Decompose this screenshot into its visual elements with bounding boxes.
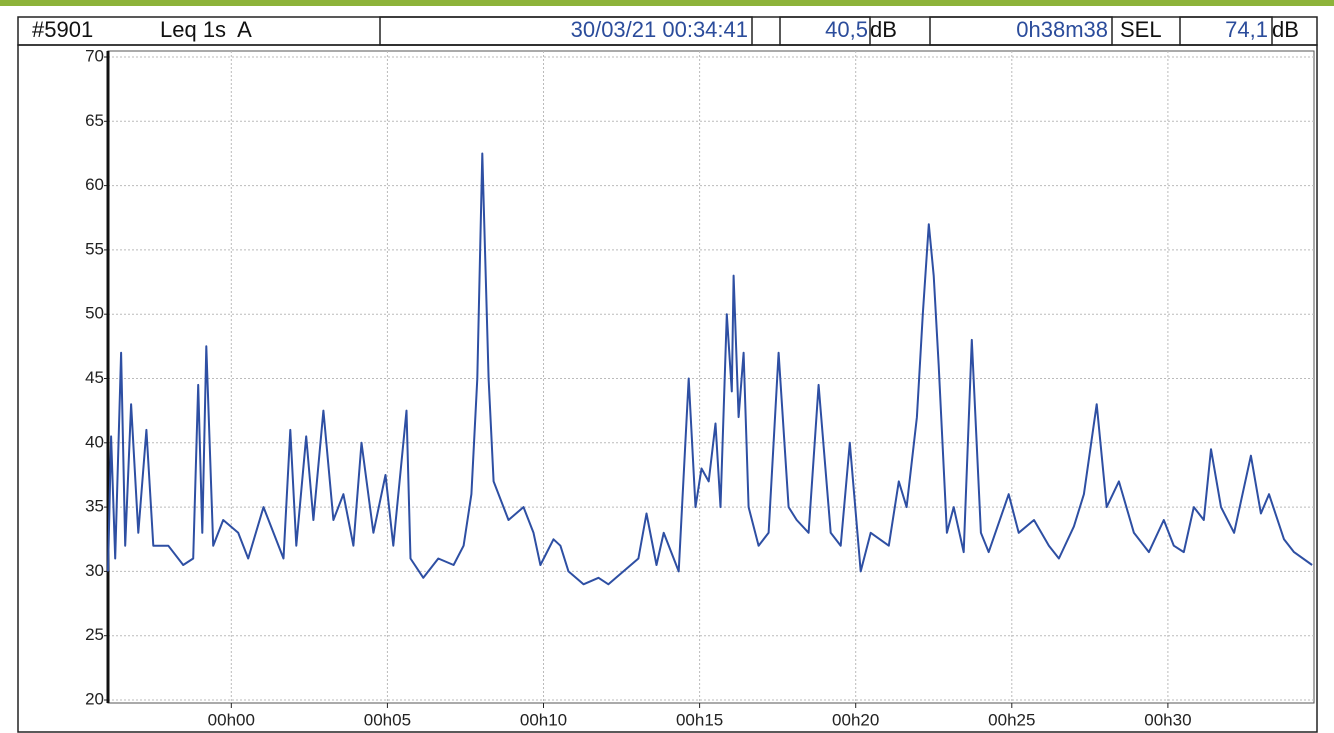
duration: 0h38m38 <box>1016 17 1108 42</box>
y-tick-label: 30 <box>85 561 104 580</box>
y-tick-label: 60 <box>85 175 104 194</box>
y-tick-label: 25 <box>85 625 104 644</box>
series-line <box>107 152 1313 586</box>
x-tick-label: 00h05 <box>364 710 411 729</box>
header-bar <box>17 16 1318 46</box>
y-tick-label: 45 <box>85 368 104 387</box>
x-tick-label: 00h30 <box>1144 710 1191 729</box>
x-tick-label: 00h15 <box>676 710 723 729</box>
device-id: #5901 <box>32 17 93 42</box>
y-tick-label: 20 <box>85 689 104 708</box>
x-tick-label: 00h00 <box>208 710 255 729</box>
x-tick-label: 00h20 <box>832 710 879 729</box>
sel-label: SEL <box>1120 17 1162 42</box>
y-tick-label: 40 <box>85 432 104 451</box>
x-tick-label: 00h10 <box>520 710 567 729</box>
x-tick-label: 00h25 <box>988 710 1035 729</box>
end-time: 30/03/21 00:34:41 <box>571 17 748 42</box>
leq-value: 40,5 <box>825 17 868 42</box>
y-tick-label: 65 <box>85 111 104 130</box>
y-tick-label: 50 <box>85 304 104 323</box>
chart-frame <box>17 44 1318 733</box>
unit: dB <box>1272 17 1299 42</box>
top-bar <box>0 0 1334 6</box>
sel-value: 74,1 <box>1225 17 1268 42</box>
unit: dB <box>870 17 897 42</box>
plot-area <box>107 50 1315 704</box>
y-tick-label: 55 <box>85 239 104 258</box>
measure-type: Leq 1s A <box>160 17 252 42</box>
y-tick-label: 70 <box>85 46 104 65</box>
y-tick-label: 35 <box>85 497 104 516</box>
